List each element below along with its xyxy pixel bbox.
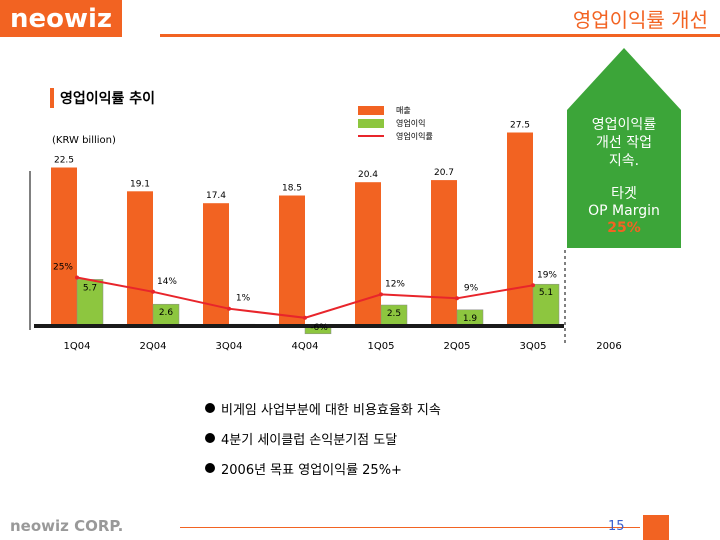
chart-baseline [34, 324, 564, 328]
x-tick-label: 1Q04 [64, 341, 91, 352]
legend-swatch-profit [358, 118, 384, 128]
revenue-label: 22.5 [54, 156, 74, 166]
x-tick-label: 4Q04 [292, 341, 319, 352]
profit-label: 5.7 [83, 283, 97, 293]
x-tick-label: 2Q05 [444, 341, 471, 352]
footer-accent [643, 515, 669, 540]
x-tick-label: 1Q05 [368, 341, 395, 352]
target-text: 타겟 OP Margin 25% [572, 186, 676, 237]
revenue-label: 20.4 [358, 170, 378, 180]
target-line2: OP Margin [588, 203, 660, 219]
legend-label-margin: 영업이익률 [396, 131, 433, 141]
bullet-dot-icon [205, 403, 215, 413]
revenue-label: 20.7 [434, 168, 454, 178]
revenue-bar [431, 180, 457, 325]
revenue-bar [355, 182, 381, 325]
margin-label: 25% [53, 263, 73, 273]
page-number: 15 [608, 519, 625, 534]
margin-point [531, 283, 535, 288]
bullet-item: 비게임 사업부분에 대한 비용효율화 지속 [205, 393, 441, 423]
page-title: 영업이익률 개선 [572, 8, 708, 32]
bullet-dot-icon [205, 433, 215, 443]
bullet-item: 4분기 세이클럽 손익분기점 도달 [205, 423, 441, 453]
bullet-text: 비게임 사업부분에 대한 비용효율화 지속 [221, 402, 441, 418]
revenue-bar [127, 191, 153, 325]
header-gap [122, 0, 160, 37]
unit-label: (KRW billion) [52, 135, 116, 146]
profit-bar [532, 283, 560, 326]
margin-point [455, 296, 459, 301]
legend-swatch-revenue [358, 105, 384, 115]
callout-line1: 영업이익률 [591, 117, 657, 133]
bullet-text: 2006년 목표 영업이익률 25%+ [221, 462, 402, 478]
bullet-item: 2006년 목표 영업이익률 25%+ [205, 453, 441, 483]
callout-line2: 개선 작업 [596, 135, 652, 151]
profit-label: 2.5 [387, 309, 401, 319]
legend-item-revenue: 매출 [358, 104, 433, 116]
section-marker [50, 88, 54, 108]
revenue-bar [51, 167, 77, 325]
bullet-text: 4분기 세이클럽 손익분기점 도달 [221, 432, 398, 448]
margin-label: 14% [157, 277, 177, 287]
x-tick-label: 3Q04 [216, 341, 243, 352]
legend-label-profit: 영업이익 [396, 118, 426, 128]
chart-legend: 매출 영업이익 영업이익률 [358, 104, 433, 143]
footer-logo: neowiz CORP. [10, 517, 124, 535]
bullet-list: 비게임 사업부분에 대한 비용효율화 지속 4분기 세이클럽 손익분기점 도달 … [205, 393, 441, 483]
footer-line [180, 527, 640, 528]
revenue-label: 18.5 [282, 184, 302, 194]
margin-label: 1% [236, 294, 251, 304]
legend-label-revenue: 매출 [396, 105, 411, 115]
revenue-bar [279, 195, 305, 325]
callout-text: 영업이익률 개선 작업 지속. [572, 116, 676, 170]
x-tick-label: 2006 [596, 341, 621, 352]
margin-point [303, 315, 307, 320]
revenue-label: 27.5 [510, 121, 530, 131]
margin-label: -6% [310, 323, 328, 333]
margin-label: 9% [464, 283, 479, 293]
revenue-label: 17.4 [206, 191, 226, 201]
bullet-dot-icon [205, 463, 215, 473]
x-tick-label: 2Q04 [140, 341, 167, 352]
margin-point [227, 306, 231, 311]
target-line1: 타겟 [611, 186, 637, 202]
profit-label: 5.1 [539, 288, 553, 298]
margin-point [379, 292, 383, 297]
header-underline [160, 34, 720, 37]
profit-label: 2.6 [159, 308, 174, 318]
target-value: 25% [607, 220, 641, 236]
revenue-label: 19.1 [130, 179, 150, 189]
callout-line3: 지속. [608, 153, 640, 169]
margin-label: 19% [537, 270, 557, 280]
header-white-area [160, 0, 720, 37]
margin-point [75, 275, 79, 280]
margin-label: 12% [385, 279, 405, 289]
profit-label: 1.9 [463, 314, 478, 324]
legend-swatch-margin [358, 135, 384, 137]
margin-point [151, 289, 155, 294]
legend-item-profit: 영업이익 [358, 117, 433, 129]
revenue-bar [507, 132, 533, 325]
neowiz-logo: neowiz [0, 0, 122, 37]
callout-arrow [567, 48, 681, 248]
section-title: 영업이익률 추이 [60, 91, 156, 107]
x-tick-label: 3Q05 [520, 341, 547, 352]
legend-item-margin: 영업이익률 [358, 130, 433, 142]
